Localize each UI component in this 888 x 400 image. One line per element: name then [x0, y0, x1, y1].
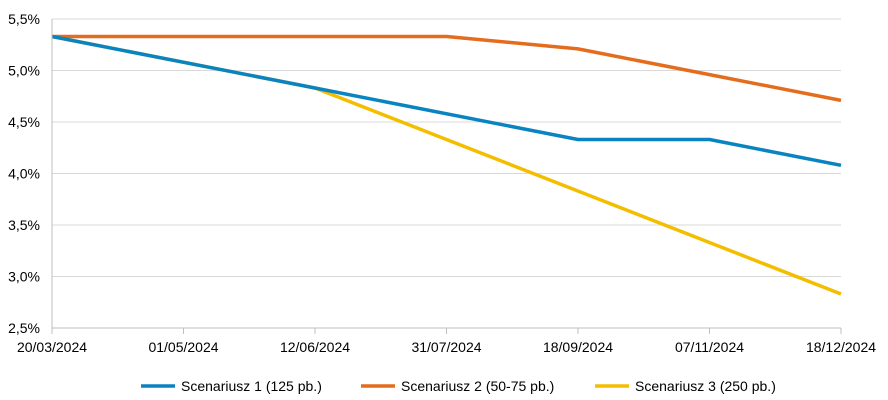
- legend: Scenariusz 1 (125 pb.) Scenariusz 2 (50-7…: [141, 378, 776, 394]
- y-tick-label: 5,0%: [8, 63, 40, 79]
- x-axis-tick-labels: 20/03/2024 01/05/2024 12/06/2024 31/07/2024…: [17, 339, 876, 355]
- x-tick-label: 01/05/2024: [148, 339, 218, 355]
- axes: [51, 19, 842, 334]
- series-line-1: [51, 34, 842, 168]
- y-tick-label: 3,0%: [8, 269, 40, 285]
- legend-label-2: Scenariusz 2 (50-75 pb.): [401, 378, 554, 394]
- y-tick-label: 4,5%: [8, 114, 40, 130]
- x-tick-label: 31/07/2024: [411, 339, 481, 355]
- legend-label-3: Scenariusz 3 (250 pb.): [635, 378, 776, 394]
- y-axis-tick-labels: 2,5% 3,0% 3,5% 4,0% 4,5% 5,0% 5,5%: [8, 11, 40, 336]
- series-line-2: [52, 34, 842, 103]
- gridlines: [52, 18, 841, 277]
- y-tick-label: 3,5%: [8, 217, 40, 233]
- series-lines: [51, 34, 842, 296]
- x-tick-label: 07/11/2024: [675, 339, 744, 355]
- legend-label-1: Scenariusz 1 (125 pb.): [181, 378, 322, 394]
- series-line-3: [51, 34, 842, 296]
- x-tick-label: 18/12/2024: [806, 339, 876, 355]
- x-tick-label: 12/06/2024: [280, 339, 350, 355]
- y-tick-label: 2,5%: [8, 320, 40, 336]
- x-tick-label: 18/09/2024: [543, 339, 613, 355]
- y-tick-label: 5,5%: [8, 11, 40, 27]
- y-tick-label: 4,0%: [8, 166, 40, 182]
- x-tick-label: 20/03/2024: [17, 339, 87, 355]
